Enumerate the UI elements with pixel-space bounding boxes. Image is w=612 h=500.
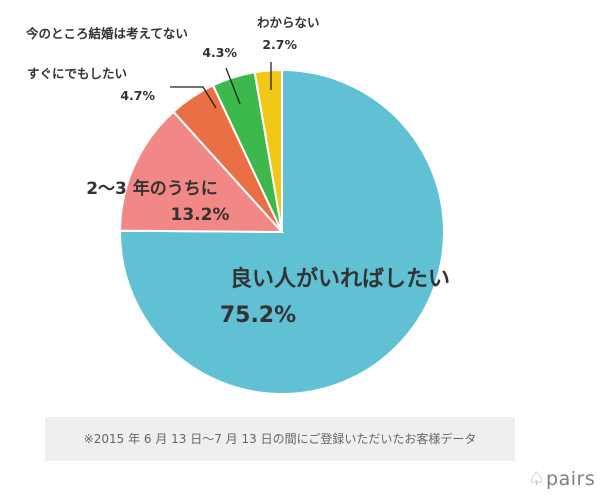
logo-mark-icon: ♤ bbox=[528, 467, 546, 490]
slice-3-value-label: 4.3% bbox=[202, 45, 237, 60]
footnote-text: ※2015 年 6 月 13 日～7 月 13 日の間にご登録いただいたお客様デ… bbox=[83, 432, 477, 446]
slice-3-label: 今のところ結婚は考えてない bbox=[25, 26, 188, 41]
slice-2-label: すぐにでもしたい bbox=[27, 66, 127, 81]
pairs-logo: ♤ pairs bbox=[528, 466, 595, 492]
slice-4-label: わからない bbox=[257, 15, 320, 30]
footnote-box: ※2015 年 6 月 13 日～7 月 13 日の間にご登録いただいたお客様デ… bbox=[45, 417, 515, 461]
slice-1 bbox=[118, 110, 285, 234]
slice-1-value-label: 13.2% bbox=[171, 205, 230, 225]
logo-text: pairs bbox=[546, 468, 596, 490]
slice-1-label: 2～3 年のうちに bbox=[86, 178, 218, 199]
slice-4 bbox=[253, 68, 283, 233]
slice-3-leader-line bbox=[225, 67, 241, 105]
slice-4-value-label: 2.7% bbox=[262, 37, 297, 52]
slice-0-value-label: 75.2% bbox=[220, 303, 296, 328]
slice-0-label: 良い人がいればしたい bbox=[230, 266, 450, 292]
slice-2-leader-line bbox=[170, 86, 217, 109]
slice-2-value-label: 4.7% bbox=[120, 88, 155, 103]
slice-0 bbox=[119, 68, 445, 395]
